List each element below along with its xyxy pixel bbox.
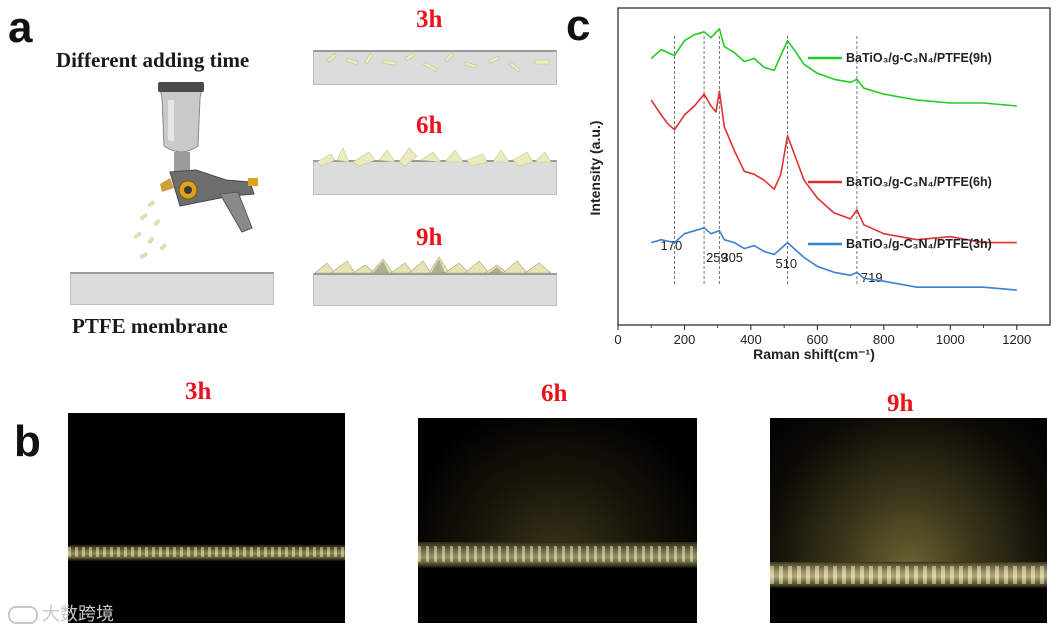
flakes-9h bbox=[314, 256, 552, 274]
legend-label-1: BaTiO₃/g-C₃N₄/PTFE(6h) bbox=[846, 175, 992, 189]
flakes-3h bbox=[326, 51, 550, 73]
y-axis-label: Intensity (a.u.) bbox=[587, 121, 603, 216]
legend-label-0: BaTiO₃/g-C₃N₄/PTFE(9h) bbox=[846, 51, 992, 65]
ptfe-membrane-substrate bbox=[70, 272, 274, 305]
panel-b-time-3h: 3h bbox=[185, 378, 212, 405]
x-tick-label-1000: 1000 bbox=[936, 332, 965, 347]
panel-a-letter: a bbox=[8, 3, 33, 52]
peak-label-170: 170 bbox=[660, 238, 682, 253]
series-line-2 bbox=[650, 227, 1017, 291]
membrane-9h bbox=[313, 273, 557, 306]
watermark: 大数跨境 bbox=[8, 600, 114, 626]
panel-c-letter: c bbox=[566, 1, 591, 50]
peak-label-719: 719 bbox=[861, 270, 883, 285]
membrane-6h bbox=[313, 160, 557, 195]
micrograph-9h bbox=[770, 418, 1047, 623]
watermark-text: 大数跨境 bbox=[42, 604, 114, 625]
panel-a-title: Different adding time bbox=[56, 48, 250, 72]
spray-gun-illustration bbox=[133, 82, 258, 259]
micrograph-6h bbox=[418, 418, 697, 623]
legend-label-2: BaTiO₃/g-C₃N₄/PTFE(3h) bbox=[846, 237, 992, 251]
micrograph-3h bbox=[68, 413, 345, 623]
ptfe-membrane-label: PTFE membrane bbox=[72, 314, 228, 338]
series-line-1 bbox=[650, 90, 1017, 244]
x-tick-label-800: 800 bbox=[873, 332, 895, 347]
peak-label-259: 259 bbox=[706, 250, 728, 265]
peak-label-510: 510 bbox=[775, 256, 797, 271]
panel-b-time-9h: 9h bbox=[887, 390, 914, 417]
x-tick-label-1200: 1200 bbox=[1002, 332, 1031, 347]
panel-a-time-3h: 3h bbox=[416, 6, 443, 33]
x-axis-label: Raman shift(cm⁻¹) bbox=[753, 346, 875, 362]
peak-label-305: 305 bbox=[721, 250, 743, 265]
x-tick-label-200: 200 bbox=[674, 332, 696, 347]
x-tick-label-600: 600 bbox=[807, 332, 829, 347]
panel-a-time-9h: 9h bbox=[416, 224, 443, 251]
panel-b-letter: b bbox=[14, 417, 41, 466]
series-line-0 bbox=[650, 27, 1017, 107]
x-tick-label-0: 0 bbox=[614, 332, 621, 347]
x-tick-label-400: 400 bbox=[740, 332, 762, 347]
watermark-logo-icon bbox=[8, 606, 38, 624]
plot-frame bbox=[617, 7, 1051, 326]
flakes-6h bbox=[316, 147, 552, 167]
panel-b-time-6h: 6h bbox=[541, 380, 568, 407]
panel-a-time-6h: 6h bbox=[416, 112, 443, 139]
